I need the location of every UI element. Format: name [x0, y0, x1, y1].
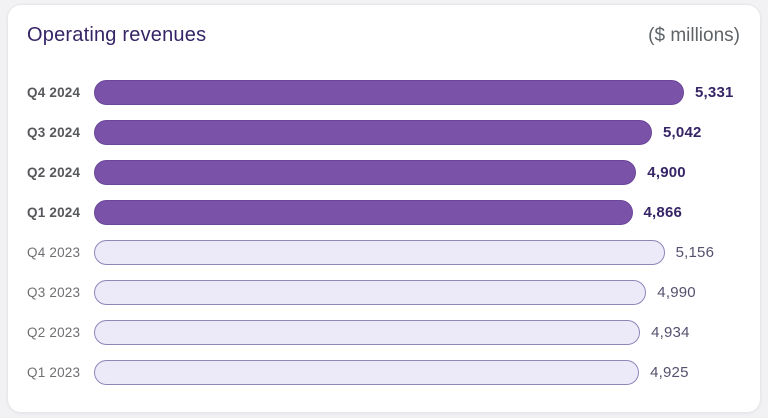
bar-q2-2024: [94, 159, 637, 185]
value-label: 5,042: [663, 123, 702, 141]
category-label: Q2 2024: [27, 164, 81, 180]
bar-row-q4-2023: Q4 2023 5,156: [27, 232, 760, 272]
value-label: 5,156: [675, 243, 715, 261]
bar-row-q1-2024: Q1 2024 4,866: [27, 192, 760, 232]
bar-row-q2-2023: Q2 2023 4,934: [27, 312, 760, 352]
unit-label: ($ millions): [648, 25, 740, 46]
revenue-card: Operating revenues ($ millions) Q4 2024 …: [7, 4, 761, 413]
bar-q4-2023: [94, 239, 665, 265]
bar-row-q1-2023: Q1 2023 4,925: [27, 352, 760, 392]
category-label: Q4 2023: [27, 244, 81, 260]
category-label: Q1 2024: [27, 204, 81, 220]
value-label: 4,990: [657, 283, 696, 301]
bar-q3-2023: [94, 279, 647, 305]
bar-q1-2024: [94, 199, 633, 225]
bar-row-q3-2024: Q3 2024 5,042: [27, 112, 760, 152]
bar-q2-2023: [94, 319, 641, 345]
value-label: 4,900: [647, 163, 686, 181]
category-label: Q2 2023: [27, 324, 81, 340]
category-label: Q3 2023: [27, 284, 81, 300]
category-label: Q3 2024: [27, 124, 81, 140]
chart-title: Operating revenues: [27, 24, 207, 46]
bar-row-q2-2024: Q2 2024 4,900: [27, 152, 760, 192]
bar-q4-2024: [94, 79, 684, 105]
bar-q3-2024: [94, 119, 652, 145]
category-label: Q1 2023: [27, 364, 81, 380]
value-label: 5,331: [695, 83, 734, 101]
bar-q1-2023: [94, 359, 640, 385]
value-label: 4,866: [643, 203, 683, 221]
bar-row-q4-2024: Q4 2024 5,331: [27, 72, 760, 112]
bar-row-q3-2023: Q3 2023 4,990: [27, 272, 760, 312]
value-label: 4,925: [650, 363, 689, 381]
card-header: Operating revenues ($ millions): [8, 5, 760, 47]
category-label: Q4 2024: [27, 84, 81, 100]
value-label: 4,934: [651, 323, 690, 341]
bar-chart: Q4 2024 5,331 Q3 2024 5,042 Q2 2024 4,90…: [8, 72, 760, 392]
